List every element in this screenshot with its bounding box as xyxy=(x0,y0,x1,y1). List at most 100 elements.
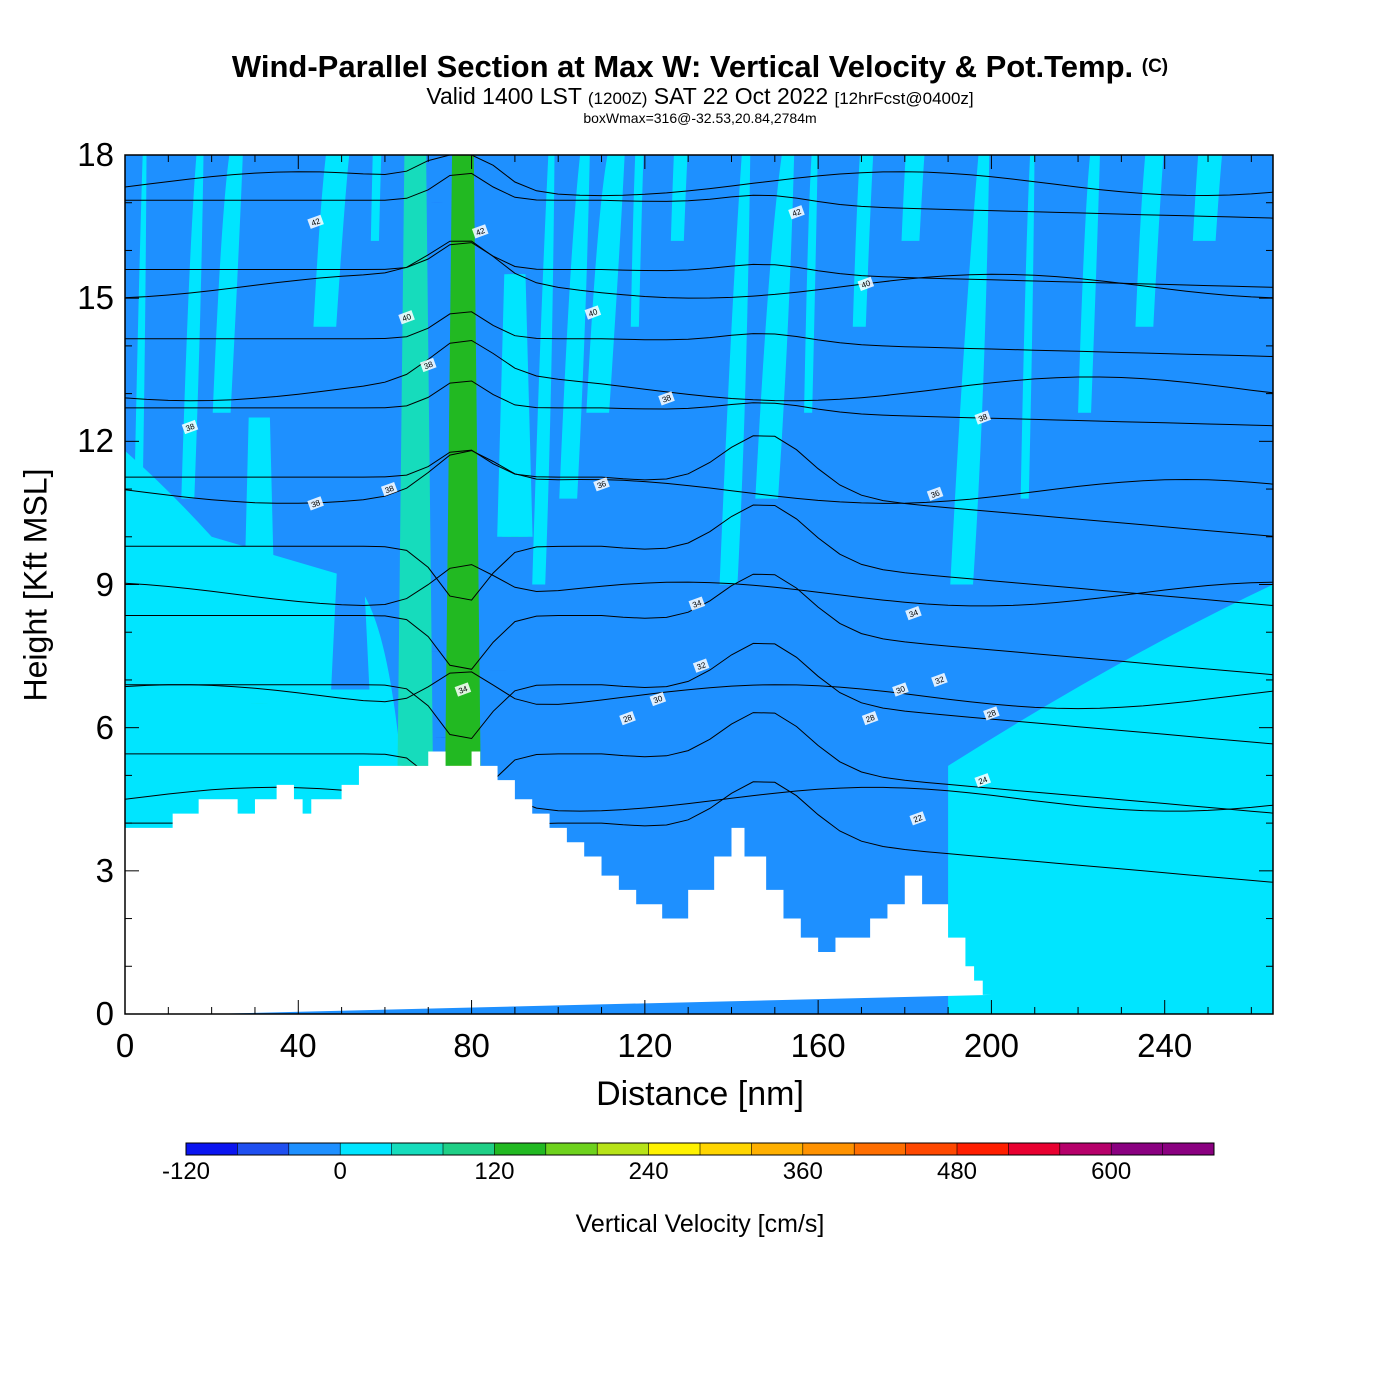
chart-title: Wind-Parallel Section at Max W: Vertical… xyxy=(0,50,1400,84)
theta-label-text: 28 xyxy=(622,713,634,725)
theta-contour-40 xyxy=(125,242,1273,288)
theta-contour-aux xyxy=(125,671,1273,710)
theta-label-text: 42 xyxy=(475,226,487,238)
x-tick-label: 120 xyxy=(617,1027,673,1064)
colorbar xyxy=(185,1142,1215,1156)
colorbar-tick-label: 600 xyxy=(1091,1158,1132,1185)
theta-label-text: 32 xyxy=(696,660,708,672)
weak-updraft-streak xyxy=(670,155,688,241)
theta-label: 32 xyxy=(931,672,948,688)
theta-label-text: 40 xyxy=(401,312,413,324)
theta-label: 28 xyxy=(983,706,1000,721)
theta-label-text: 40 xyxy=(587,307,599,319)
theta-label: 28 xyxy=(619,711,636,726)
updraft-core xyxy=(241,417,277,704)
copyright-mark: (C) xyxy=(1141,56,1169,77)
theta-label-text: 34 xyxy=(691,598,703,610)
theta-label: 42 xyxy=(307,214,324,229)
terrain xyxy=(125,751,992,1014)
theta-label: 42 xyxy=(471,224,489,239)
colorbar-swatch xyxy=(288,1143,341,1155)
colorbar-title: Vertical Velocity [cm/s] xyxy=(575,1210,825,1238)
theta-label-text: 34 xyxy=(908,608,920,620)
theta-label: 38 xyxy=(419,357,437,373)
colorbar-tick-label: 0 xyxy=(333,1158,347,1185)
y-tick-label: 15 xyxy=(77,279,114,317)
colorbar-tick-label: 480 xyxy=(936,1158,978,1185)
theta-labels: 38 38 38 42 42 42 40 40 40 38 38 38 36 36 34 34 32 32 30 30… xyxy=(181,205,1000,826)
theta-label: 34 xyxy=(688,596,706,611)
y-axis-label: Height [Kft MSL] xyxy=(17,468,54,702)
weak-updraft-streak xyxy=(586,155,625,413)
weak-updraft-streak xyxy=(804,155,818,413)
theta-label: 38 xyxy=(380,481,398,497)
theta-contour-42 xyxy=(125,172,1273,219)
valid-date: SAT 22 Oct 2022 xyxy=(653,83,829,109)
colorbar-swatch xyxy=(237,1143,290,1155)
weak-updraft-streak xyxy=(719,155,751,585)
colorbar-swatch xyxy=(1162,1143,1215,1155)
theta-label-text: 28 xyxy=(986,708,998,720)
y-tick-label: 18 xyxy=(77,136,114,173)
plot-frame xyxy=(124,154,1274,1015)
colorbar-swatch xyxy=(751,1143,804,1155)
weak-updraft-streak xyxy=(370,155,382,241)
theta-contour-28 xyxy=(125,642,1273,745)
theta-label: 38 xyxy=(307,496,324,511)
theta-label-text: 38 xyxy=(977,412,989,424)
title-block: Wind-Parallel Section at Max W: Vertical… xyxy=(0,50,1400,126)
colorbar-swatch xyxy=(648,1143,701,1155)
colorbar-swatch xyxy=(443,1143,495,1155)
theta-contour-aux xyxy=(125,155,1273,197)
updraft-core xyxy=(397,155,433,766)
theta-label: 40 xyxy=(584,305,602,320)
theta-label: 38 xyxy=(658,391,675,406)
theta-label: 28 xyxy=(861,711,879,726)
weak-updraft-streak xyxy=(181,155,204,499)
theta-label: 22 xyxy=(909,811,927,826)
theta-contour-26 xyxy=(125,712,1273,814)
colorbar-swatch xyxy=(391,1143,444,1155)
theta-contour-aux xyxy=(125,564,1273,607)
y-tick-label: 3 xyxy=(95,851,114,889)
theta-label-text: 38 xyxy=(423,360,435,372)
theta-label-text: 34 xyxy=(457,684,469,696)
theta-contour-aux xyxy=(125,766,1273,812)
theta-contour-aux xyxy=(125,240,1273,299)
x-tick-label: 40 xyxy=(279,1027,317,1064)
x-tick-label: 240 xyxy=(1137,1027,1193,1064)
weak-updraft-streak xyxy=(755,155,795,499)
valid-time: Valid 1400 LST (1200Z) SAT 22 Oct 2022 [… xyxy=(0,84,1400,111)
theta-label-text: 32 xyxy=(934,674,946,686)
weak-updraft-streak xyxy=(852,155,874,327)
colorbar-swatch xyxy=(802,1143,855,1155)
theta-label: 30 xyxy=(649,691,667,707)
colorbar-swatch xyxy=(957,1143,1009,1155)
theta-label: 34 xyxy=(905,606,922,621)
box-wmax-info: boxWmax=316@-32.53,20.84,2784m xyxy=(583,110,817,126)
theta-label: 30 xyxy=(892,682,909,697)
y-tick-label: 12 xyxy=(77,422,114,460)
colorbar-swatch xyxy=(1008,1143,1061,1155)
colorbar-swatch xyxy=(700,1143,752,1155)
colorbar-tick-label: -120 xyxy=(161,1158,211,1185)
theta-label-text: 28 xyxy=(865,713,877,725)
weak-updraft-streak xyxy=(901,155,925,241)
x-tick-label: 80 xyxy=(453,1027,490,1064)
theta-label: 36 xyxy=(926,486,944,501)
x-tick-label: 0 xyxy=(115,1027,135,1064)
colorbar-tick-label: 120 xyxy=(474,1158,515,1185)
theta-contour-32 xyxy=(125,504,1273,606)
downdraft-core xyxy=(331,532,370,690)
weak-updraft-streak xyxy=(630,155,644,327)
theta-label-text: 30 xyxy=(652,694,664,706)
y-tick-label: 0 xyxy=(95,995,114,1032)
chart-title-text: Wind-Parallel Section at Max W: Vertical… xyxy=(231,49,1134,84)
colorbar-swatch xyxy=(854,1143,907,1155)
theta-label: 34 xyxy=(454,682,472,697)
theta-label: 40 xyxy=(398,310,415,325)
weak-updraft-streak xyxy=(1078,155,1100,413)
updraft-core xyxy=(445,155,481,766)
theta-label-text: 38 xyxy=(384,484,396,496)
